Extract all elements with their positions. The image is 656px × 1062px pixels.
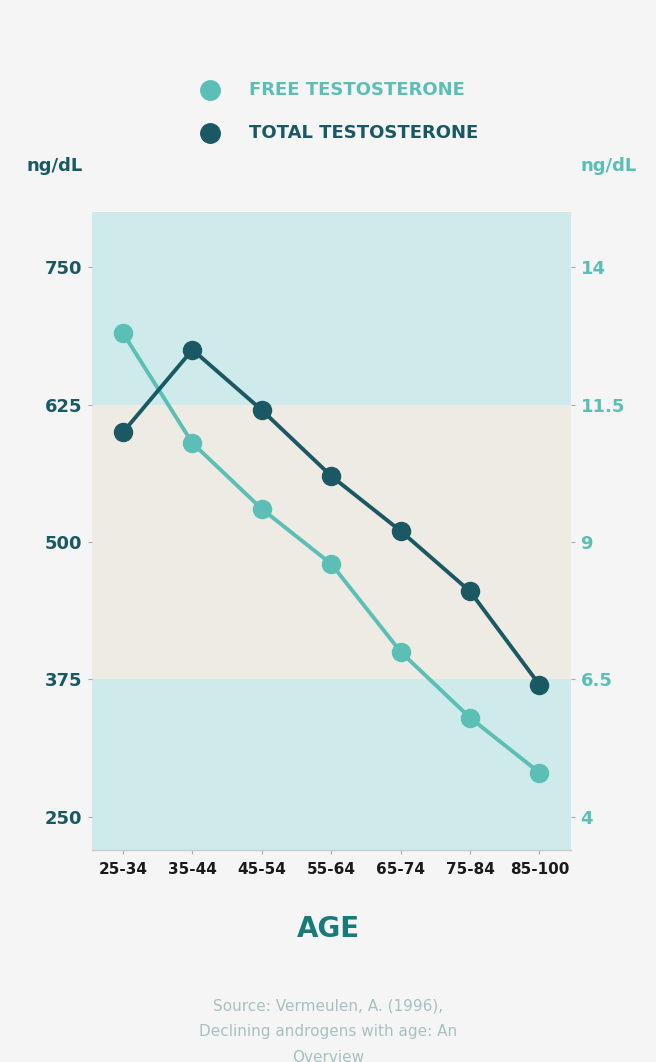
Text: FREE TESTOSTERONE: FREE TESTOSTERONE bbox=[249, 82, 465, 99]
Bar bbox=[92, 212, 571, 405]
Bar bbox=[92, 405, 571, 680]
Text: ng/dL: ng/dL bbox=[580, 157, 636, 175]
Text: ng/dL: ng/dL bbox=[26, 157, 83, 175]
Text: TOTAL TESTOSTERONE: TOTAL TESTOSTERONE bbox=[249, 124, 478, 141]
Text: Source: Vermeulen, A. (1996),
Declining androgens with age: An
Overview: Source: Vermeulen, A. (1996), Declining … bbox=[199, 998, 457, 1062]
Text: AGE: AGE bbox=[297, 915, 359, 943]
Bar bbox=[92, 680, 571, 850]
